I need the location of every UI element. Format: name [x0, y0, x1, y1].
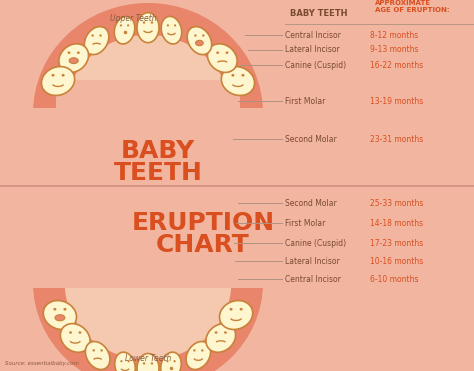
Ellipse shape: [120, 24, 122, 27]
Ellipse shape: [187, 27, 212, 55]
Ellipse shape: [33, 3, 263, 223]
Text: BABY TEETH: BABY TEETH: [290, 9, 347, 18]
Text: Lateral Incisor: Lateral Incisor: [285, 256, 340, 266]
Ellipse shape: [100, 34, 102, 37]
Ellipse shape: [85, 342, 110, 370]
Ellipse shape: [60, 324, 90, 352]
Ellipse shape: [54, 308, 56, 311]
Text: APPROXIMATE
AGE OF ERUPTION:: APPROXIMATE AGE OF ERUPTION:: [375, 0, 450, 13]
Ellipse shape: [127, 24, 129, 27]
Ellipse shape: [52, 74, 55, 76]
Ellipse shape: [224, 331, 227, 334]
Ellipse shape: [64, 35, 231, 191]
Ellipse shape: [92, 349, 95, 352]
Text: Central Incisor: Central Incisor: [285, 275, 341, 283]
Ellipse shape: [79, 331, 82, 334]
Ellipse shape: [62, 74, 64, 76]
Text: Canine (Cuspid): Canine (Cuspid): [285, 239, 346, 247]
Ellipse shape: [68, 52, 71, 54]
Text: 13-19 months: 13-19 months: [370, 96, 423, 105]
Ellipse shape: [33, 175, 263, 371]
Ellipse shape: [137, 13, 159, 43]
Text: 14-18 months: 14-18 months: [370, 219, 423, 227]
Ellipse shape: [166, 360, 168, 362]
Ellipse shape: [221, 66, 255, 95]
Text: Upper Teeth: Upper Teeth: [109, 14, 156, 23]
FancyBboxPatch shape: [23, 181, 273, 288]
Text: Source: essentialbaby.com: Source: essentialbaby.com: [5, 361, 79, 366]
Ellipse shape: [120, 360, 122, 362]
Ellipse shape: [193, 349, 196, 352]
Ellipse shape: [231, 74, 235, 76]
Ellipse shape: [114, 16, 135, 44]
Ellipse shape: [161, 352, 181, 371]
Ellipse shape: [84, 27, 109, 55]
Ellipse shape: [115, 352, 135, 371]
Ellipse shape: [64, 308, 66, 311]
Ellipse shape: [143, 22, 145, 24]
Text: TEETH: TEETH: [114, 161, 202, 185]
Ellipse shape: [226, 52, 228, 54]
Ellipse shape: [173, 360, 176, 362]
Ellipse shape: [77, 52, 80, 54]
Text: BABY: BABY: [121, 139, 195, 163]
Ellipse shape: [161, 16, 182, 44]
Text: ERUPTION: ERUPTION: [131, 211, 274, 235]
Text: Second Molar: Second Molar: [285, 198, 337, 207]
Ellipse shape: [229, 308, 233, 311]
Ellipse shape: [151, 362, 153, 365]
Ellipse shape: [91, 34, 94, 37]
Ellipse shape: [219, 301, 253, 329]
Text: First Molar: First Molar: [285, 219, 325, 227]
Ellipse shape: [41, 66, 75, 95]
Ellipse shape: [208, 44, 237, 72]
Ellipse shape: [174, 24, 176, 27]
Ellipse shape: [69, 58, 78, 63]
Text: 8-12 months: 8-12 months: [370, 30, 418, 39]
Text: 25-33 months: 25-33 months: [370, 198, 423, 207]
Text: 9-13 months: 9-13 months: [370, 46, 419, 55]
Ellipse shape: [137, 354, 159, 371]
Ellipse shape: [143, 362, 145, 365]
FancyBboxPatch shape: [56, 181, 240, 267]
Text: Lateral Incisor: Lateral Incisor: [285, 46, 340, 55]
Text: 16-22 months: 16-22 months: [370, 60, 423, 69]
FancyBboxPatch shape: [23, 108, 273, 186]
Text: Lower Teeth: Lower Teeth: [125, 354, 171, 363]
Ellipse shape: [64, 206, 231, 359]
Text: 17-23 months: 17-23 months: [370, 239, 423, 247]
Ellipse shape: [69, 331, 72, 334]
Ellipse shape: [43, 301, 76, 329]
Text: 23-31 months: 23-31 months: [370, 135, 423, 144]
Ellipse shape: [196, 40, 203, 46]
Text: 6-10 months: 6-10 months: [370, 275, 419, 283]
Ellipse shape: [201, 349, 203, 352]
Ellipse shape: [100, 349, 103, 352]
Ellipse shape: [167, 24, 169, 27]
Ellipse shape: [216, 52, 219, 54]
Ellipse shape: [215, 331, 218, 334]
Ellipse shape: [194, 34, 197, 37]
Text: First Molar: First Molar: [285, 96, 325, 105]
Ellipse shape: [151, 22, 153, 24]
Text: Central Incisor: Central Incisor: [285, 30, 341, 39]
Ellipse shape: [206, 324, 236, 352]
Ellipse shape: [186, 342, 210, 370]
Text: 10-16 months: 10-16 months: [370, 256, 423, 266]
Text: Canine (Cuspid): Canine (Cuspid): [285, 60, 346, 69]
Ellipse shape: [202, 34, 205, 37]
Ellipse shape: [128, 360, 130, 362]
FancyBboxPatch shape: [56, 80, 240, 186]
Ellipse shape: [55, 315, 65, 321]
Text: CHART: CHART: [156, 233, 250, 257]
Ellipse shape: [241, 74, 245, 76]
Ellipse shape: [239, 308, 243, 311]
Ellipse shape: [59, 44, 89, 72]
Text: Second Molar: Second Molar: [285, 135, 337, 144]
